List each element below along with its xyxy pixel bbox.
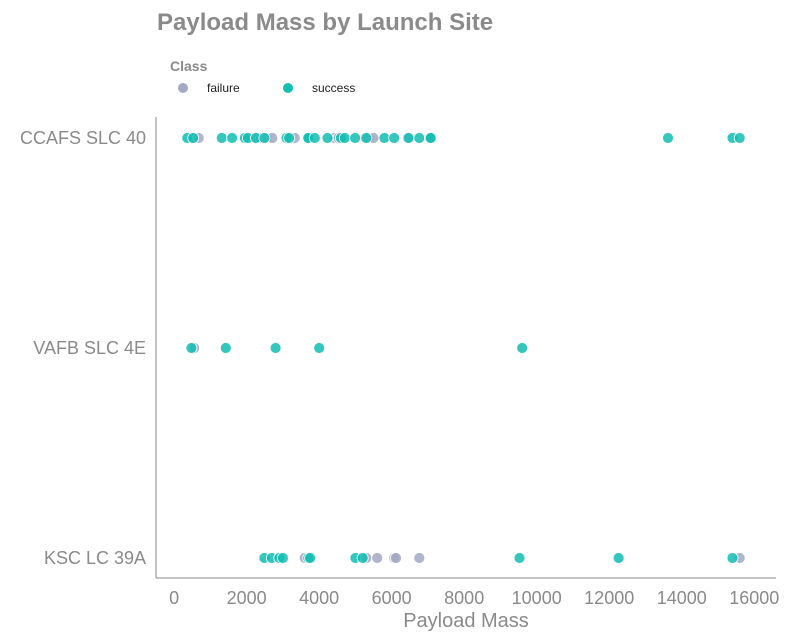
legend-label-failure: failure (207, 81, 240, 95)
point-success (283, 132, 296, 144)
x-tick-label: 16000 (729, 588, 779, 608)
point-success (258, 132, 271, 144)
legend-label-success: success (312, 81, 355, 95)
x-tick-label: 4000 (299, 588, 339, 608)
x-tick-label: 2000 (227, 588, 267, 608)
data-points (181, 132, 746, 564)
point-success (612, 552, 625, 564)
point-success (321, 132, 334, 144)
point-failure (413, 552, 426, 564)
point-failure (390, 552, 402, 564)
point-success (356, 552, 369, 564)
point-success (662, 132, 674, 144)
point-success (388, 132, 401, 144)
point-success (424, 132, 437, 144)
point-success (513, 552, 526, 564)
point-success (308, 132, 321, 144)
x-tick-label: 10000 (512, 588, 562, 608)
legend-title: Class (170, 58, 208, 74)
point-success (304, 552, 317, 564)
axes (155, 117, 776, 579)
x-tick-label: 12000 (584, 588, 634, 608)
point-success (313, 342, 326, 354)
x-tick-labels: 0 2000 4000 6000 8000 10000 12000 14000 16000 (169, 588, 779, 608)
legend: Class failure success (170, 58, 355, 95)
legend-marker-success (283, 83, 293, 93)
point-success (726, 552, 739, 564)
y-tick-label: CCAFS SLC 40 (20, 128, 146, 148)
point-success (733, 132, 746, 144)
x-tick-label: 14000 (657, 588, 707, 608)
point-failure (371, 552, 384, 564)
point-success (378, 132, 391, 144)
point-success (413, 132, 426, 144)
x-tick-label: 8000 (444, 588, 484, 608)
point-success (215, 132, 228, 144)
point-success (219, 342, 232, 354)
x-tick-label: 0 (169, 588, 179, 608)
point-success (349, 132, 362, 144)
x-axis-label: Payload Mass (403, 610, 529, 632)
point-success (226, 132, 239, 144)
chart-title: Payload Mass by Launch Site (157, 9, 493, 36)
point-success (185, 342, 198, 354)
legend-marker-failure (178, 83, 188, 93)
point-success (516, 342, 529, 354)
point-success (276, 552, 289, 564)
point-success (269, 342, 282, 354)
y-tick-label: VAFB SLC 4E (33, 338, 146, 358)
point-success (187, 132, 200, 144)
y-tick-labels: CCAFS SLC 40 VAFB SLC 4E KSC LC 39A (20, 128, 146, 568)
point-success (360, 132, 373, 144)
point-success (402, 132, 415, 144)
point-success (338, 132, 351, 144)
y-tick-label: KSC LC 39A (44, 548, 146, 568)
x-tick-label: 6000 (372, 588, 412, 608)
